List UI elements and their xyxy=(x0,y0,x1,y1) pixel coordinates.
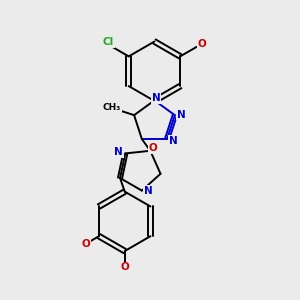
Text: Cl: Cl xyxy=(103,38,114,47)
Text: N: N xyxy=(177,110,186,120)
Text: O: O xyxy=(198,39,207,49)
Text: O: O xyxy=(149,143,158,153)
Text: O: O xyxy=(81,239,90,249)
Text: N: N xyxy=(114,147,123,157)
Text: N: N xyxy=(144,186,153,196)
Text: CH₃: CH₃ xyxy=(103,103,121,112)
Text: N: N xyxy=(152,93,160,103)
Text: O: O xyxy=(121,262,130,272)
Text: N: N xyxy=(169,136,178,146)
